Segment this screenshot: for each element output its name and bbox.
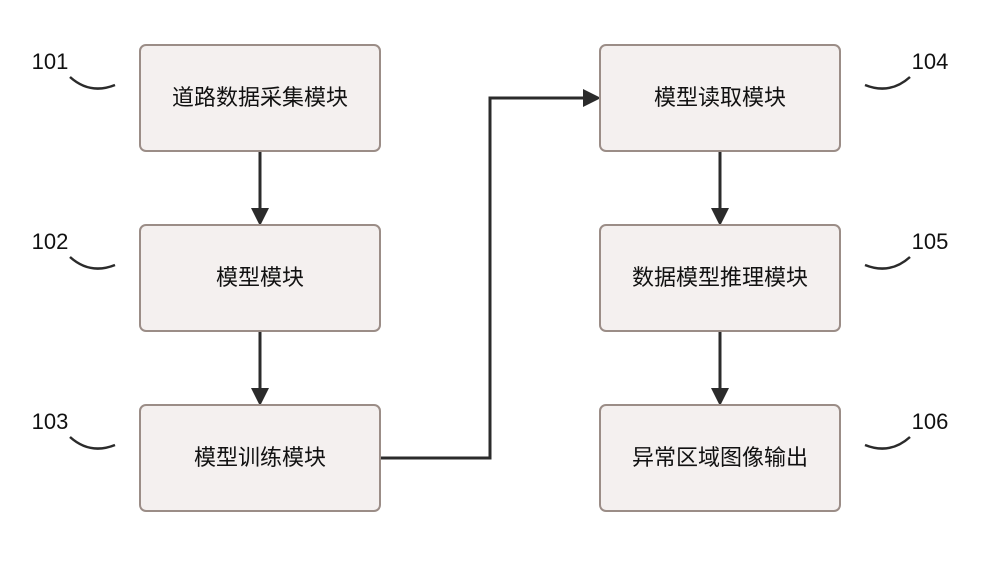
ref-number: 106 [912,409,949,434]
flow-node-label: 异常区域图像输出 [632,445,808,470]
ref-label-104: 104 [865,49,948,89]
ref-number: 101 [32,49,69,74]
flowchart-canvas: 道路数据采集模块模型模块模型训练模块 模型读取模块数据模型推理模块异常区域图像输出… [0,0,1000,574]
ref-curve-icon [865,437,910,449]
flow-node-n105: 数据模型推理模块 [600,225,840,331]
ref-number: 104 [912,49,949,74]
flow-node-n102: 模型模块 [140,225,380,331]
flow-node-label: 模型模块 [216,265,304,290]
ref-label-102: 102 [32,229,115,269]
ref-label-105: 105 [865,229,948,269]
ref-number: 105 [912,229,949,254]
ref-curve-icon [70,77,115,89]
ref-number: 103 [32,409,69,434]
ref-curve-icon [865,77,910,89]
flow-node-label: 道路数据采集模块 [172,85,348,110]
flow-node-n104: 模型读取模块 [600,45,840,151]
ref-curve-icon [865,257,910,269]
flow-edge-elbow [380,98,598,458]
ref-curve-icon [70,257,115,269]
flow-node-n103: 模型训练模块 [140,405,380,511]
ref-label-103: 103 [32,409,115,449]
flow-node-n106: 异常区域图像输出 [600,405,840,511]
flow-node-label: 模型读取模块 [654,85,786,110]
ref-curve-icon [70,437,115,449]
ref-label-101: 101 [32,49,115,89]
flow-node-n101: 道路数据采集模块 [140,45,380,151]
flow-node-label: 模型训练模块 [194,445,326,470]
ref-label-106: 106 [865,409,948,449]
ref-number: 102 [32,229,69,254]
flow-node-label: 数据模型推理模块 [632,265,808,290]
